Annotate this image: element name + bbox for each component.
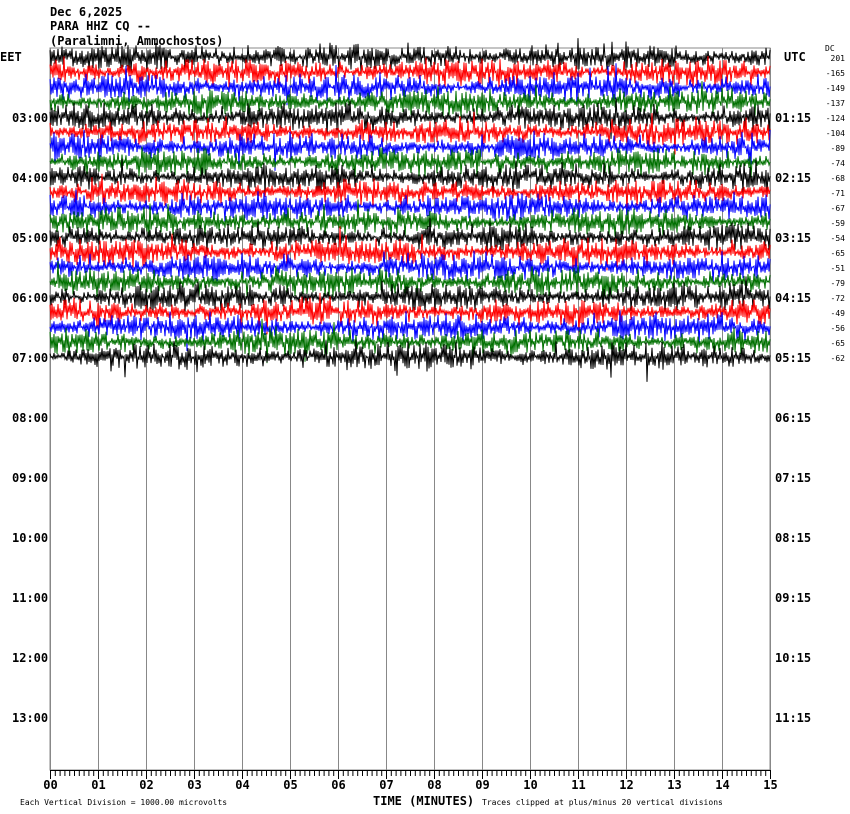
x-tick-label: 11 (571, 778, 585, 792)
x-tick-label: 06 (331, 778, 345, 792)
x-axis-title: TIME (MINUTES) (373, 794, 474, 808)
dc-offset-label: -149 (826, 84, 845, 93)
x-tick-label: 04 (235, 778, 249, 792)
x-tick-label: 15 (763, 778, 777, 792)
seismic-trace (49, 173, 771, 210)
seismic-trace (49, 63, 771, 106)
left-hour-label: 06:00 (12, 291, 48, 305)
dc-offset-label: -51 (831, 264, 846, 273)
right-hour-label: 09:15 (775, 591, 811, 605)
dc-offset-label: -65 (831, 339, 846, 348)
location-title: (Paralimni, Ammochostos) (50, 34, 224, 48)
x-tick-label: 03 (187, 778, 201, 792)
x-tick-label: 12 (619, 778, 633, 792)
x-tick-label: 02 (139, 778, 153, 792)
seismic-trace (49, 218, 771, 253)
right-hour-label: 08:15 (775, 531, 811, 545)
right-hour-label: 04:15 (775, 291, 811, 305)
left-hour-label: 03:00 (12, 111, 48, 125)
left-hour-label: 12:00 (12, 651, 48, 665)
left-hour-label: 07:00 (12, 351, 48, 365)
seismic-trace (49, 339, 771, 382)
dc-offset-label: -165 (826, 69, 845, 78)
dc-offset-label: -67 (831, 204, 846, 213)
right-hour-label: 06:15 (775, 411, 811, 425)
right-hour-label: 10:15 (775, 651, 811, 665)
seismic-trace (49, 199, 771, 238)
left-hour-label: 05:00 (12, 231, 48, 245)
date-title: Dec 6,2025 (50, 5, 123, 19)
dc-offset-label: -49 (831, 309, 846, 318)
dc-offset-label: -54 (831, 234, 846, 243)
station-title: PARA HHZ CQ -- (50, 19, 152, 33)
left-hour-label: 10:00 (12, 531, 48, 545)
right-hour-label: 07:15 (775, 471, 811, 485)
dc-header: DC (825, 44, 835, 53)
x-tick-label: 14 (715, 778, 729, 792)
dc-offset-label: -59 (831, 219, 846, 228)
seismic-trace (49, 189, 771, 222)
seismic-trace (49, 158, 771, 196)
seismic-trace (49, 97, 771, 139)
dc-offset-label: -137 (826, 99, 845, 108)
x-tick-label: 08 (427, 778, 441, 792)
dc-offset-label: -79 (831, 279, 846, 288)
seismic-trace (49, 111, 771, 155)
seismic-trace (49, 310, 771, 352)
seismic-trace (49, 55, 771, 91)
dc-offset-label: -65 (831, 249, 846, 258)
seismic-trace (49, 250, 771, 283)
right-hour-label: 03:15 (775, 231, 811, 245)
x-tick-label: 07 (379, 778, 393, 792)
dc-offset-label: -68 (831, 174, 846, 183)
scale-note: Each Vertical Division = 1000.00 microvo… (20, 798, 227, 807)
clip-note: Traces clipped at plus/minus 20 vertical… (482, 798, 723, 807)
seismic-trace (49, 146, 771, 178)
left-timezone-label: EET (0, 50, 22, 64)
left-hour-label: 09:00 (12, 471, 48, 485)
right-timezone-label: UTC (784, 50, 806, 64)
dc-offset-label: -72 (831, 294, 846, 303)
right-hour-label: 11:15 (775, 711, 811, 725)
dc-offset-label: -56 (831, 324, 846, 333)
dc-offset-label: -89 (831, 144, 846, 153)
dc-offset-label: -71 (831, 189, 846, 198)
right-hour-label: 01:15 (775, 111, 811, 125)
x-tick-label: 00 (43, 778, 57, 792)
dc-offset-label: -124 (826, 114, 845, 123)
x-tick-label: 09 (475, 778, 489, 792)
seismic-trace (49, 318, 771, 364)
x-tick-label: 05 (283, 778, 297, 792)
left-hour-label: 13:00 (12, 711, 48, 725)
dc-offset-label: -104 (826, 129, 845, 138)
seismic-trace (49, 226, 771, 271)
x-tick-label: 10 (523, 778, 537, 792)
right-hour-label: 05:15 (775, 351, 811, 365)
dc-offset-label: -74 (831, 159, 846, 168)
left-hour-label: 04:00 (12, 171, 48, 185)
seismic-trace (49, 276, 771, 313)
right-hour-label: 02:15 (775, 171, 811, 185)
seismic-trace (49, 38, 771, 73)
x-tick-label: 13 (667, 778, 681, 792)
left-hour-label: 11:00 (12, 591, 48, 605)
seismic-trace (49, 260, 771, 303)
left-hour-label: 08:00 (12, 411, 48, 425)
dc-offset-label: 201 (831, 54, 846, 63)
seismic-trace (49, 129, 771, 171)
x-tick-label: 01 (91, 778, 105, 792)
dc-offset-label: -62 (831, 354, 846, 363)
seismic-trace (49, 81, 771, 123)
